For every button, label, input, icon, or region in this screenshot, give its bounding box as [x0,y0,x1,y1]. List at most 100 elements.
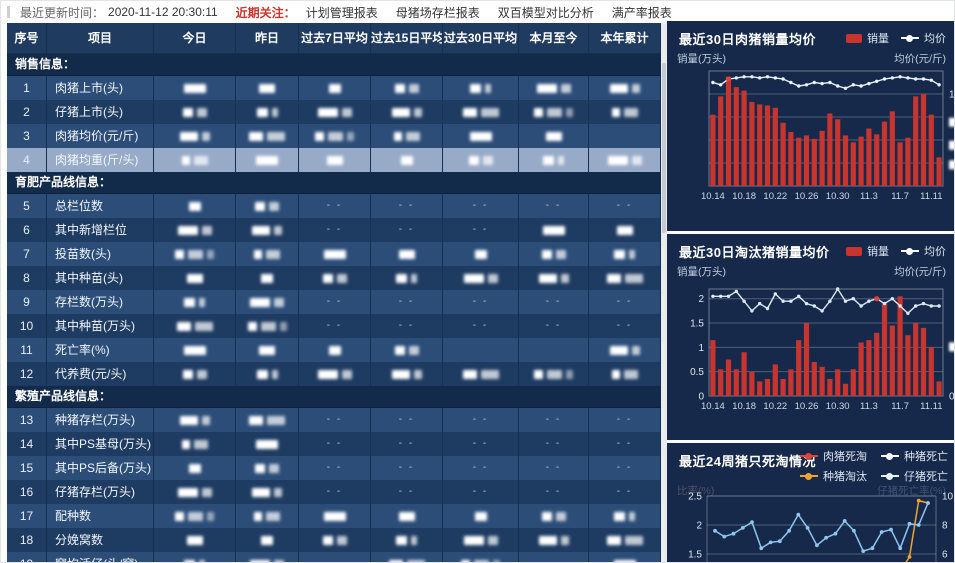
bar[interactable] [764,105,771,187]
legend-item[interactable]: 仔猪死亡 [881,468,948,484]
bar[interactable] [835,119,841,186]
legend-item[interactable]: 种猪死亡 [881,448,948,464]
bar[interactable] [819,366,825,396]
table-scrollbar[interactable] [661,23,667,562]
table-row[interactable]: 5 总栏位数 - - - - - - - - - - [7,194,661,219]
bar[interactable] [827,113,833,187]
table-row[interactable]: 18 分娩窝数 [7,528,661,553]
bar[interactable] [741,90,747,186]
bar[interactable] [874,332,880,396]
redacted-value [328,83,341,93]
bar[interactable] [835,369,841,397]
table-row[interactable]: 9 存栏数(万头) - - - - - - - - - - [7,290,661,315]
bar[interactable] [936,157,942,187]
data-cell [519,504,589,529]
bar[interactable] [881,121,888,186]
table-row[interactable]: 10 其中种苗(万头) - - - - - - - - - - [7,314,661,339]
legend-item[interactable]: 种猪淘汰 [800,468,867,484]
bar[interactable] [796,340,802,396]
bar[interactable] [811,138,817,186]
bar[interactable] [796,137,802,186]
no-data-dash: - - [326,414,343,425]
bar[interactable] [780,379,786,396]
report-link-1[interactable]: 母猪场存栏报表 [395,5,480,20]
bar[interactable] [897,142,903,186]
bar[interactable] [749,102,755,186]
bar[interactable] [858,136,864,186]
bar[interactable] [788,369,794,397]
bar[interactable] [764,379,771,396]
table-row[interactable]: 14 其中PS基母(万头) - - - - - - - - - - [7,432,661,457]
table-row[interactable]: 1 肉猪上市(头) [7,76,661,101]
table-row[interactable]: 19窝均活仔(头/窝) [7,552,661,562]
bar[interactable] [749,371,755,396]
bar[interactable] [905,335,911,396]
report-link-3[interactable]: 满产率报表 [611,5,672,20]
bar[interactable] [920,327,927,396]
bar[interactable] [819,130,825,186]
bar[interactable] [803,135,810,186]
recent-focus-label: 近期关注： [235,5,296,20]
bar[interactable] [772,364,778,396]
data-cell [371,528,443,553]
table-row[interactable]: 13 种猪存栏(万头) - - - - - - - - - - [7,408,661,433]
bar[interactable] [725,76,732,187]
bar[interactable] [718,96,724,186]
table-row[interactable]: 4 肉猪均重(斤/头) [7,148,661,173]
bar[interactable] [757,104,763,186]
bar[interactable] [842,135,849,186]
scrollbar-thumb[interactable] [662,63,666,233]
bar[interactable] [803,323,810,396]
bar[interactable] [741,352,747,396]
bar[interactable] [725,359,732,397]
legend-item[interactable]: 销量 [846,243,889,259]
bar[interactable] [842,383,849,396]
table-row[interactable]: 3 肉猪均价(元/斤) [7,124,661,149]
bar[interactable] [889,325,895,397]
table-row[interactable]: 17 配种数 [7,504,661,529]
legend-item[interactable]: 均价 [901,243,946,259]
table-row[interactable]: 11 死亡率(%) [7,338,661,363]
table-row[interactable]: 6 其中新增栏位 - - - - - - [7,218,661,243]
bar[interactable] [780,122,786,187]
bar[interactable] [889,111,895,187]
bar[interactable] [850,142,856,186]
report-link-2[interactable]: 双百模型对比分析 [497,5,594,20]
bar[interactable] [827,379,833,396]
bar[interactable] [788,132,794,186]
bar[interactable] [905,137,911,186]
bar[interactable] [757,381,763,396]
bar[interactable] [850,369,856,397]
no-data-dash: - - [326,462,343,473]
bar[interactable] [928,114,934,186]
table-row[interactable]: 12 代养费(元/头) [7,362,661,387]
bar[interactable] [881,303,888,396]
report-link-0[interactable]: 计划管理报表 [305,5,378,20]
bar[interactable] [897,296,903,396]
bar[interactable] [913,323,919,396]
bar[interactable] [858,342,864,397]
table-row[interactable]: 2 仔猪上市(头) [7,100,661,125]
bar[interactable] [866,128,872,187]
bar[interactable] [772,107,778,186]
legend-item[interactable]: 销量 [846,30,889,46]
bar[interactable] [733,369,739,397]
bar[interactable] [718,369,724,397]
table-row[interactable]: 7 投苗数(头) [7,242,661,267]
table-row[interactable]: 15 其中PS后备(万头) - - - - - - - - - - [7,456,661,481]
bar[interactable] [920,94,927,186]
bar[interactable] [710,114,716,186]
bar[interactable] [913,96,919,186]
bar[interactable] [811,362,817,396]
bar[interactable] [710,340,716,396]
bar[interactable] [874,134,880,187]
table-row[interactable]: 16 仔猪存栏(万头) - - - - - - - - - - [7,480,661,505]
bar[interactable] [866,340,872,396]
bar[interactable] [928,347,934,396]
redacted-value [606,273,621,283]
bar[interactable] [733,87,739,186]
bar[interactable] [936,381,942,396]
legend-item[interactable]: 肉猪死淘 [800,448,867,464]
table-row[interactable]: 8 其中种苗(头) [7,266,661,291]
legend-item[interactable]: 均价 [901,30,946,46]
